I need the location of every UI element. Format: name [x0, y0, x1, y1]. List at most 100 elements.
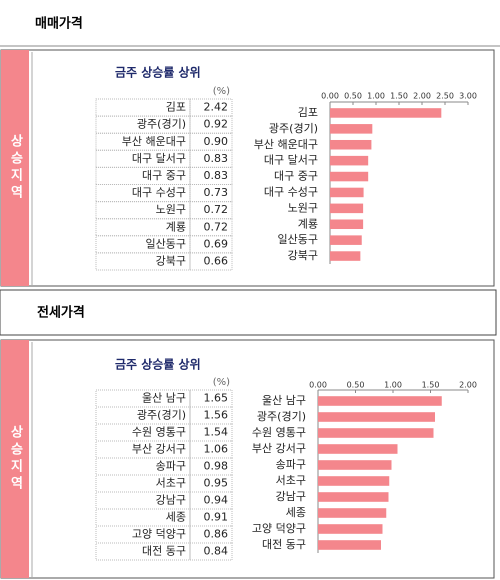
x-tick-label: 0.00	[321, 92, 339, 101]
category-label: 강남구	[276, 490, 306, 503]
bar	[318, 476, 390, 486]
category-label: 세종	[286, 506, 306, 519]
category-label: 송파구	[276, 458, 306, 471]
region-name: 김포	[166, 101, 186, 114]
x-tick-label: 0.50	[347, 381, 365, 390]
panel	[0, 339, 495, 579]
rate: 1.54	[204, 426, 229, 439]
bar	[318, 492, 389, 502]
region-name: 수원 영통구	[132, 426, 186, 439]
section-header: 전세가격	[37, 305, 85, 321]
x-tick-label: 1.00	[367, 92, 385, 101]
rate: 0.73	[204, 186, 229, 199]
category-label: 김포	[298, 106, 318, 119]
rate: 0.90	[204, 135, 229, 148]
bar	[318, 540, 381, 550]
x-tick-label: 0.50	[344, 92, 362, 101]
category-label: 광주(경기)	[257, 410, 306, 423]
cell	[95, 542, 191, 561]
region-name: 서초구	[156, 477, 186, 490]
region-name: 노원구	[156, 203, 186, 216]
region-name: 강북구	[156, 254, 186, 267]
category-label: 서초구	[276, 474, 306, 487]
region-name: 광주(경기)	[137, 118, 186, 131]
rate: 0.86	[204, 528, 229, 541]
unit: (%)	[213, 86, 230, 97]
category-label: 울산 남구	[262, 394, 306, 407]
rate: 0.95	[204, 477, 229, 490]
bar	[330, 108, 442, 118]
panel	[0, 49, 495, 287]
bar	[330, 219, 364, 230]
region-name: 대구 중구	[142, 169, 186, 182]
rate: 0.66	[204, 254, 229, 267]
section-header: 매매가격	[35, 17, 83, 32]
category-label: 대전 동구	[262, 538, 306, 551]
category-label: 대구 달서구	[264, 154, 318, 167]
region-name: 강남구	[156, 494, 186, 507]
bar	[330, 235, 362, 245]
table-title: 금주 상승률 상위	[115, 357, 201, 372]
region-name: 송파구	[156, 460, 186, 473]
bar	[330, 124, 373, 134]
rate: 0.83	[204, 169, 229, 182]
x-tick-label: 1.50	[422, 381, 440, 390]
category-label: 부산 해운대구	[254, 137, 318, 151]
region-name: 일산동구	[146, 236, 186, 250]
bar	[318, 428, 434, 438]
bar	[318, 396, 442, 406]
rate: 1.06	[204, 443, 229, 456]
rate: 0.84	[204, 545, 229, 558]
rate: 0.98	[204, 460, 229, 473]
bar	[318, 412, 435, 422]
cell	[189, 542, 233, 561]
x-tick-label: 1.50	[390, 92, 408, 101]
bar	[330, 139, 372, 150]
side-bar	[1, 50, 29, 286]
region-name: 울산 남구	[142, 392, 186, 405]
rate: 2.42	[204, 101, 229, 114]
region-name: 대구 수성구	[132, 186, 186, 199]
region-name: 광주(경기)	[137, 409, 186, 422]
side-label: 상승지역	[8, 425, 23, 493]
table-title: 금주 상승률 상위	[115, 65, 201, 80]
category-label: 계룡	[298, 217, 318, 230]
header-box	[0, 289, 497, 336]
rate: 0.83	[204, 152, 229, 165]
region-name: 대구 달서구	[132, 152, 186, 165]
category-label: 고양 덕양구	[252, 522, 306, 535]
rate: 0.72	[204, 220, 229, 233]
rate: 0.69	[204, 237, 229, 250]
region-name: 계룡	[166, 220, 186, 233]
rate: 1.65	[204, 392, 229, 405]
category-label: 노원구	[288, 201, 318, 214]
category-label: 수원 영통구	[252, 426, 306, 439]
bar	[330, 203, 364, 214]
x-tick-label: 2.50	[436, 92, 454, 101]
bar	[318, 444, 398, 454]
x-tick-label: 3.00	[459, 92, 477, 101]
x-tick-label: 1.00	[384, 381, 402, 390]
bar	[330, 171, 369, 182]
region-name: 부산 강서구	[132, 443, 186, 456]
bar	[330, 251, 361, 261]
rate: 0.94	[204, 494, 229, 507]
bar	[330, 187, 364, 198]
region-name: 세종	[166, 511, 186, 524]
side-bar	[1, 340, 29, 578]
x-tick-label: 0.00	[309, 381, 327, 390]
category-label: 대구 중구	[274, 170, 318, 183]
category-label: 광주(경기)	[269, 122, 318, 135]
region-name: 고양 덕양구	[132, 528, 186, 541]
region-name: 대전 동구	[142, 545, 186, 558]
bar	[330, 155, 369, 166]
rate: 0.72	[204, 203, 229, 216]
cell	[189, 252, 233, 271]
category-label: 강북구	[288, 249, 318, 262]
side-label: 상승지역	[8, 134, 23, 202]
category-label: 부산 강서구	[252, 442, 306, 455]
rate: 0.92	[204, 118, 229, 131]
rate: 1.56	[204, 409, 229, 422]
x-tick-label: 2.00	[459, 381, 477, 390]
